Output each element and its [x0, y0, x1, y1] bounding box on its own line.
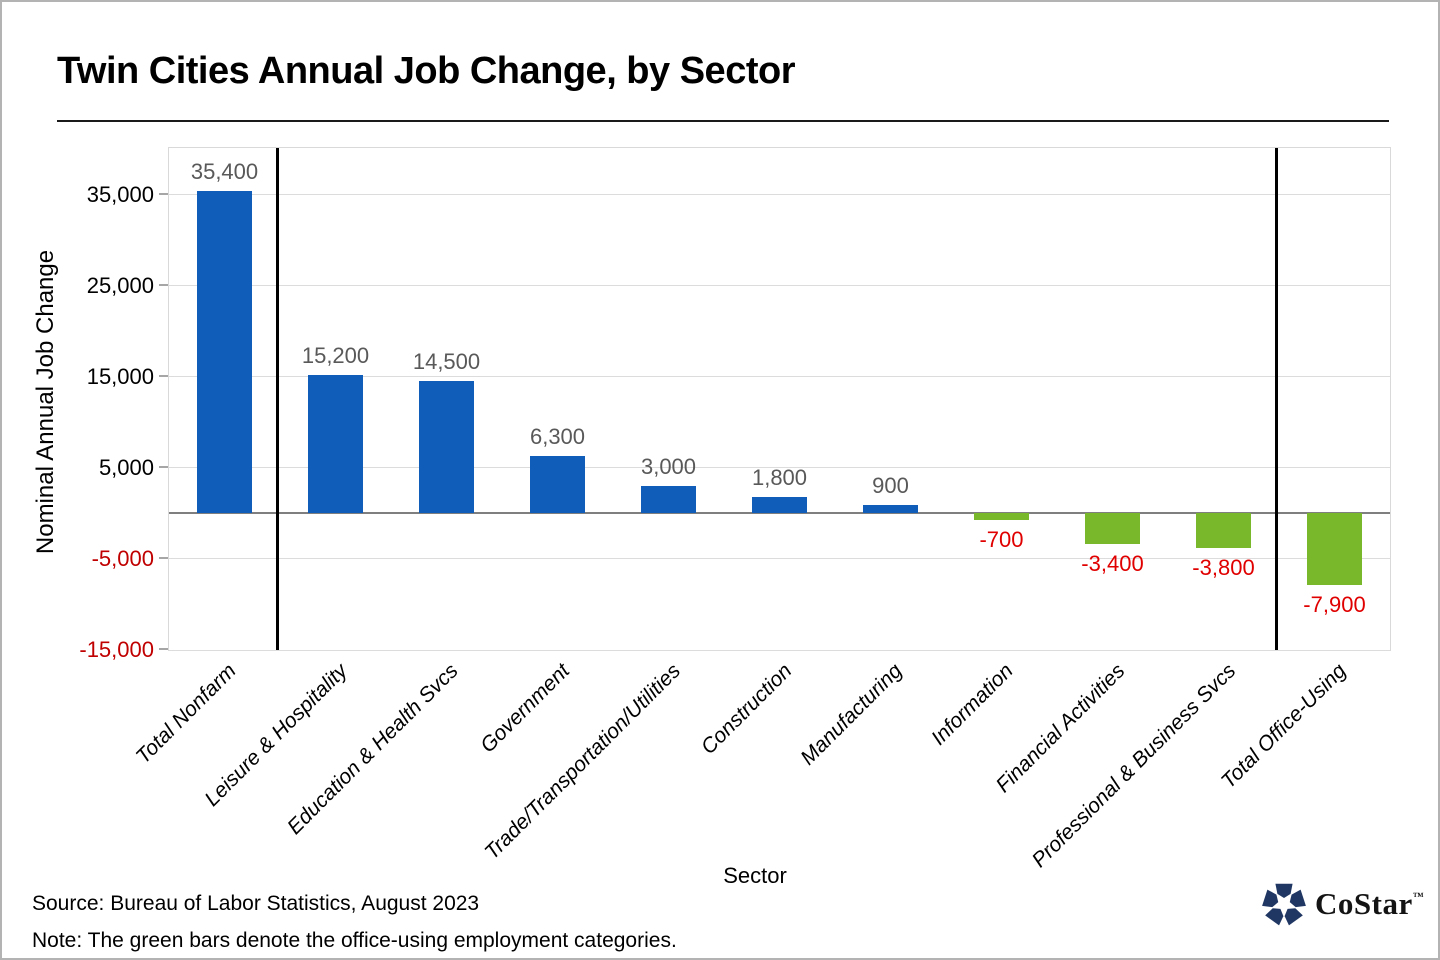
category-label-10: Professional & Business Svcs	[1027, 659, 1241, 872]
bar-value-label: 900	[872, 473, 909, 499]
y-axis-title: Nominal Annual Job Change	[32, 249, 59, 555]
chart-title: Twin Cities Annual Job Change, by Sector	[57, 50, 795, 92]
bar-Government	[530, 456, 585, 514]
y-tick-mark	[159, 648, 168, 650]
bar-Total Office-Using	[1307, 513, 1362, 586]
bar-Professional & Business Svcs	[1196, 513, 1251, 549]
y-tick-label: 15,000	[86, 363, 154, 389]
gridline-15,000	[169, 376, 1390, 378]
y-tick-mark	[159, 465, 168, 468]
bar-Total Nonfarm	[197, 191, 252, 514]
bar-Financial Activities	[1085, 513, 1140, 545]
zero-axis-line	[169, 512, 1390, 515]
gridline-35,000	[169, 194, 1390, 196]
bar-value-label: -700	[979, 526, 1024, 552]
y-tick-label: -5,000	[91, 545, 154, 571]
costar-logo: CoStar™	[1262, 882, 1424, 926]
costar-star-icon	[1262, 883, 1306, 926]
y-tick-mark	[159, 283, 168, 286]
bar-Trade/Transportation/Utilities	[641, 486, 696, 514]
bar-Leisure & Hospitality	[308, 375, 363, 514]
bar-value-label: 3,000	[640, 454, 697, 480]
note-text: Note: The green bars denote the office-u…	[32, 929, 677, 952]
gridline--5,000	[169, 558, 1390, 560]
bar-Education & Health Svcs	[419, 381, 474, 514]
y-tick-label: 5,000	[98, 454, 154, 480]
category-separator-line	[276, 148, 279, 650]
bar-value-label: 6,300	[529, 424, 586, 450]
bar-value-label: 35,400	[190, 159, 259, 185]
y-tick-label: -15,000	[79, 637, 154, 662]
bar-value-label: -3,800	[1192, 555, 1255, 581]
bar-value-label: -3,400	[1081, 551, 1144, 577]
trademark-symbol: ™	[1412, 891, 1425, 903]
bar-value-label: 15,200	[301, 343, 370, 369]
category-label-11: Total Office-Using	[1217, 659, 1352, 794]
category-label-8: Information	[927, 659, 1019, 750]
bar-value-label: -7,900	[1303, 592, 1366, 618]
bar-value-label: 14,500	[412, 349, 481, 375]
y-tick-mark	[159, 556, 168, 559]
bar-value-label: 1,800	[751, 465, 808, 491]
category-label-1: Total Nonfarm	[132, 659, 242, 769]
gridline-5,000	[169, 467, 1390, 469]
category-label-5: Trade/Transportation/Utilities	[480, 659, 686, 865]
gridline-25,000	[169, 285, 1390, 287]
y-tick-label: 35,000	[86, 181, 154, 207]
costar-wordmark: CoStar™	[1315, 886, 1425, 921]
bar-Information	[974, 513, 1029, 520]
y-tick-label: 25,000	[86, 272, 154, 298]
y-tick-mark	[159, 192, 168, 195]
gridline--15,000	[169, 649, 1390, 651]
plot-area: 35,400 15,200 14,500 6,300 3,000 1,800 900 -700…	[168, 147, 1391, 651]
x-axis-title: Sector	[723, 863, 787, 888]
bar-Manufacturing	[863, 505, 918, 514]
category-label-7: Manufacturing	[796, 659, 908, 770]
y-tick-mark	[159, 374, 168, 377]
category-label-6: Construction	[696, 659, 797, 759]
source-text: Source: Bureau of Labor Statistics, Augu…	[32, 892, 480, 915]
title-underline	[57, 120, 1389, 122]
category-separator-line	[1275, 148, 1278, 650]
category-label-4: Government	[476, 659, 575, 758]
bar-Construction	[752, 497, 807, 514]
